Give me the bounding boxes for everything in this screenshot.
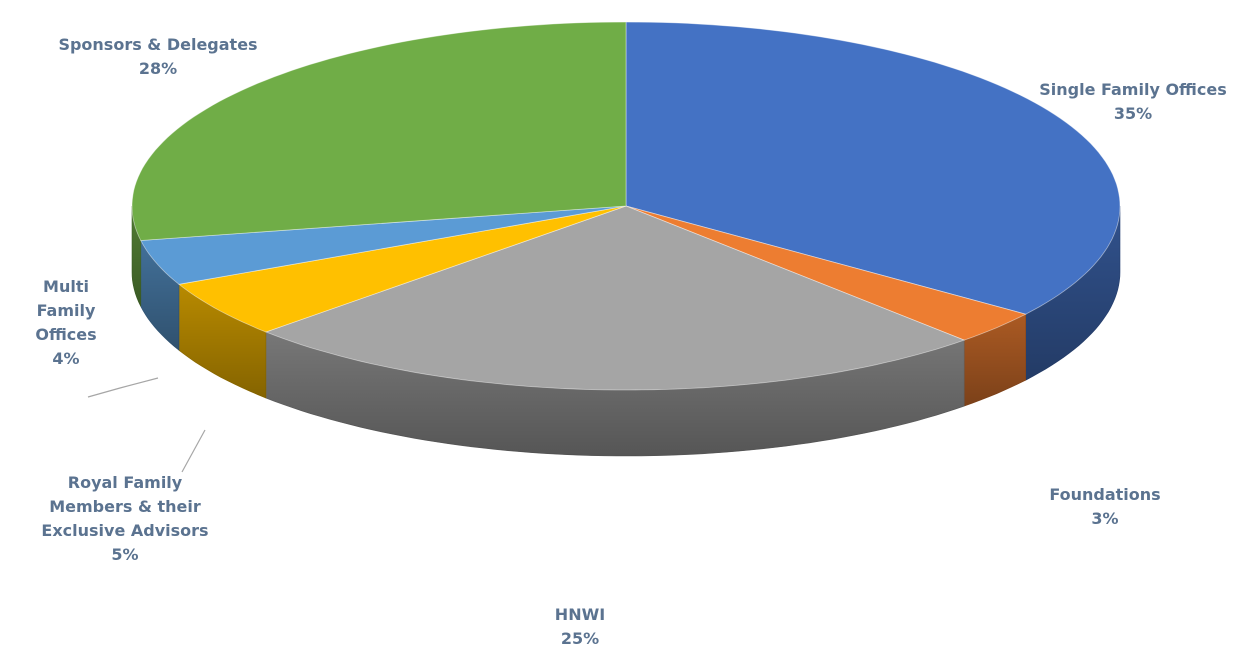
slice-royal-family-members-and-their-exclusive-advisors	[178, 205, 627, 333]
slice-multi-family-offices	[140, 205, 627, 285]
leader-line-multi-family-offices	[87, 377, 159, 398]
slice-label-foundations: Foundations 3%	[1049, 485, 1160, 528]
slice-label-sponsors-and-delegates: Sponsors & Delegates 28%	[58, 35, 257, 78]
slice-label-single-family-offices: Single Family Offices 35%	[1039, 80, 1227, 123]
slice-value-label: 28%	[139, 59, 177, 78]
slice-name-line: Offices	[35, 325, 96, 344]
slice-single-family-offices	[625, 21, 1121, 315]
slice-label-royal-family-members-and-their-exclusive-advisors: Royal Family Members & their Exclusive Adv…	[41, 473, 208, 564]
leader-lines	[87, 377, 206, 473]
slice-name-line: Exclusive Advisors	[41, 521, 208, 540]
slice-name-line: Single Family Offices	[1039, 80, 1227, 99]
slice-name-line: Multi	[43, 277, 89, 296]
slice-wall-shade-royal-family-members-and-their-exclusive-advisors	[179, 284, 266, 398]
pie-side-walls	[131, 205, 1121, 457]
slice-wall-shade-multi-family-offices	[140, 240, 179, 351]
slice-foundations	[625, 205, 1027, 341]
slice-name-line: Foundations	[1049, 485, 1160, 504]
slice-wall-shade-foundations	[964, 314, 1026, 407]
slice-name-line: Sponsors & Delegates	[58, 35, 257, 54]
slice-name-line: Family	[37, 301, 96, 320]
slice-value-label: 25%	[561, 629, 599, 648]
leader-line-royal-family	[181, 429, 206, 473]
slice-label-multi-family-offices: Multi Family Offices 4%	[35, 277, 96, 368]
slice-wall-shade-single-family-offices	[1025, 206, 1120, 381]
slice-wall-shade-sponsors-and-delegates	[132, 206, 141, 307]
slice-name-line: Royal Family	[68, 473, 183, 492]
slice-name-line: Members & their	[49, 497, 201, 516]
slice-hnwi	[264, 205, 966, 391]
slice-label-hnwi: HNWI 25%	[555, 605, 605, 648]
slice-value-label: 5%	[111, 545, 138, 564]
slice-labels: Single Family Offices 35% Foundations 3% HNW…	[35, 35, 1226, 648]
slice-value-label: 3%	[1091, 509, 1118, 528]
slice-value-label: 4%	[52, 349, 79, 368]
slice-sponsors-and-delegates	[131, 21, 627, 241]
slice-name-line: HNWI	[555, 605, 605, 624]
pie-top-faces	[131, 21, 1121, 391]
slice-value-label: 35%	[1114, 104, 1152, 123]
slice-wall-shade-hnwi	[265, 332, 965, 456]
